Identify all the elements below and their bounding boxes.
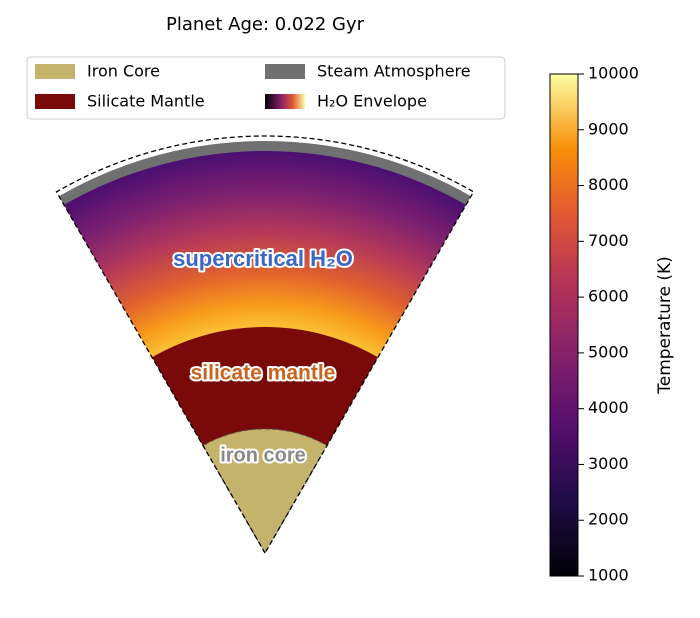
layer-label: iron core xyxy=(220,444,306,466)
legend-swatch xyxy=(265,64,305,79)
colorbar-tick-label: 1000 xyxy=(588,566,629,585)
legend-label: H₂O Envelope xyxy=(317,92,427,111)
colorbar-tick-label: 9000 xyxy=(588,119,629,138)
legend-frame xyxy=(26,56,506,120)
title: Planet Age: 0.022 Gyr xyxy=(166,14,365,35)
colorbar-tick-label: 10000 xyxy=(588,64,639,83)
legend-swatch xyxy=(35,94,75,109)
core-outline xyxy=(202,428,328,554)
silicate-mantle xyxy=(152,327,378,447)
colorbar-label: Temperature (K) xyxy=(655,256,675,395)
legend: Iron Core Steam Atmosphere Silicate Mant… xyxy=(26,56,506,120)
legend-label: Steam Atmosphere xyxy=(317,62,471,81)
colorbar-tick-label: 6000 xyxy=(588,287,629,306)
colorbar xyxy=(549,73,579,577)
colorbar-tick-label: 4000 xyxy=(588,398,629,417)
iron-core xyxy=(203,429,327,553)
layer-label: supercritical H₂O xyxy=(173,246,353,271)
h2o-envelope xyxy=(64,150,466,360)
layer-label: silicate mantle xyxy=(191,362,336,385)
colorbar-tick-label: 7000 xyxy=(588,231,629,250)
legend-swatch xyxy=(35,64,75,79)
planet-outline xyxy=(55,135,475,555)
colorbar-tick-label: 2000 xyxy=(588,510,629,529)
colorbar-tick-label: 8000 xyxy=(588,175,629,194)
legend-label: Iron Core xyxy=(87,62,160,81)
legend-swatch xyxy=(265,94,305,109)
legend-label: Silicate Mantle xyxy=(87,92,205,111)
colorbar-tick-label: 5000 xyxy=(588,342,629,361)
colorbar-tick-label: 3000 xyxy=(588,454,629,473)
planet-wedge xyxy=(55,135,475,555)
steam-atmosphere xyxy=(59,140,471,207)
